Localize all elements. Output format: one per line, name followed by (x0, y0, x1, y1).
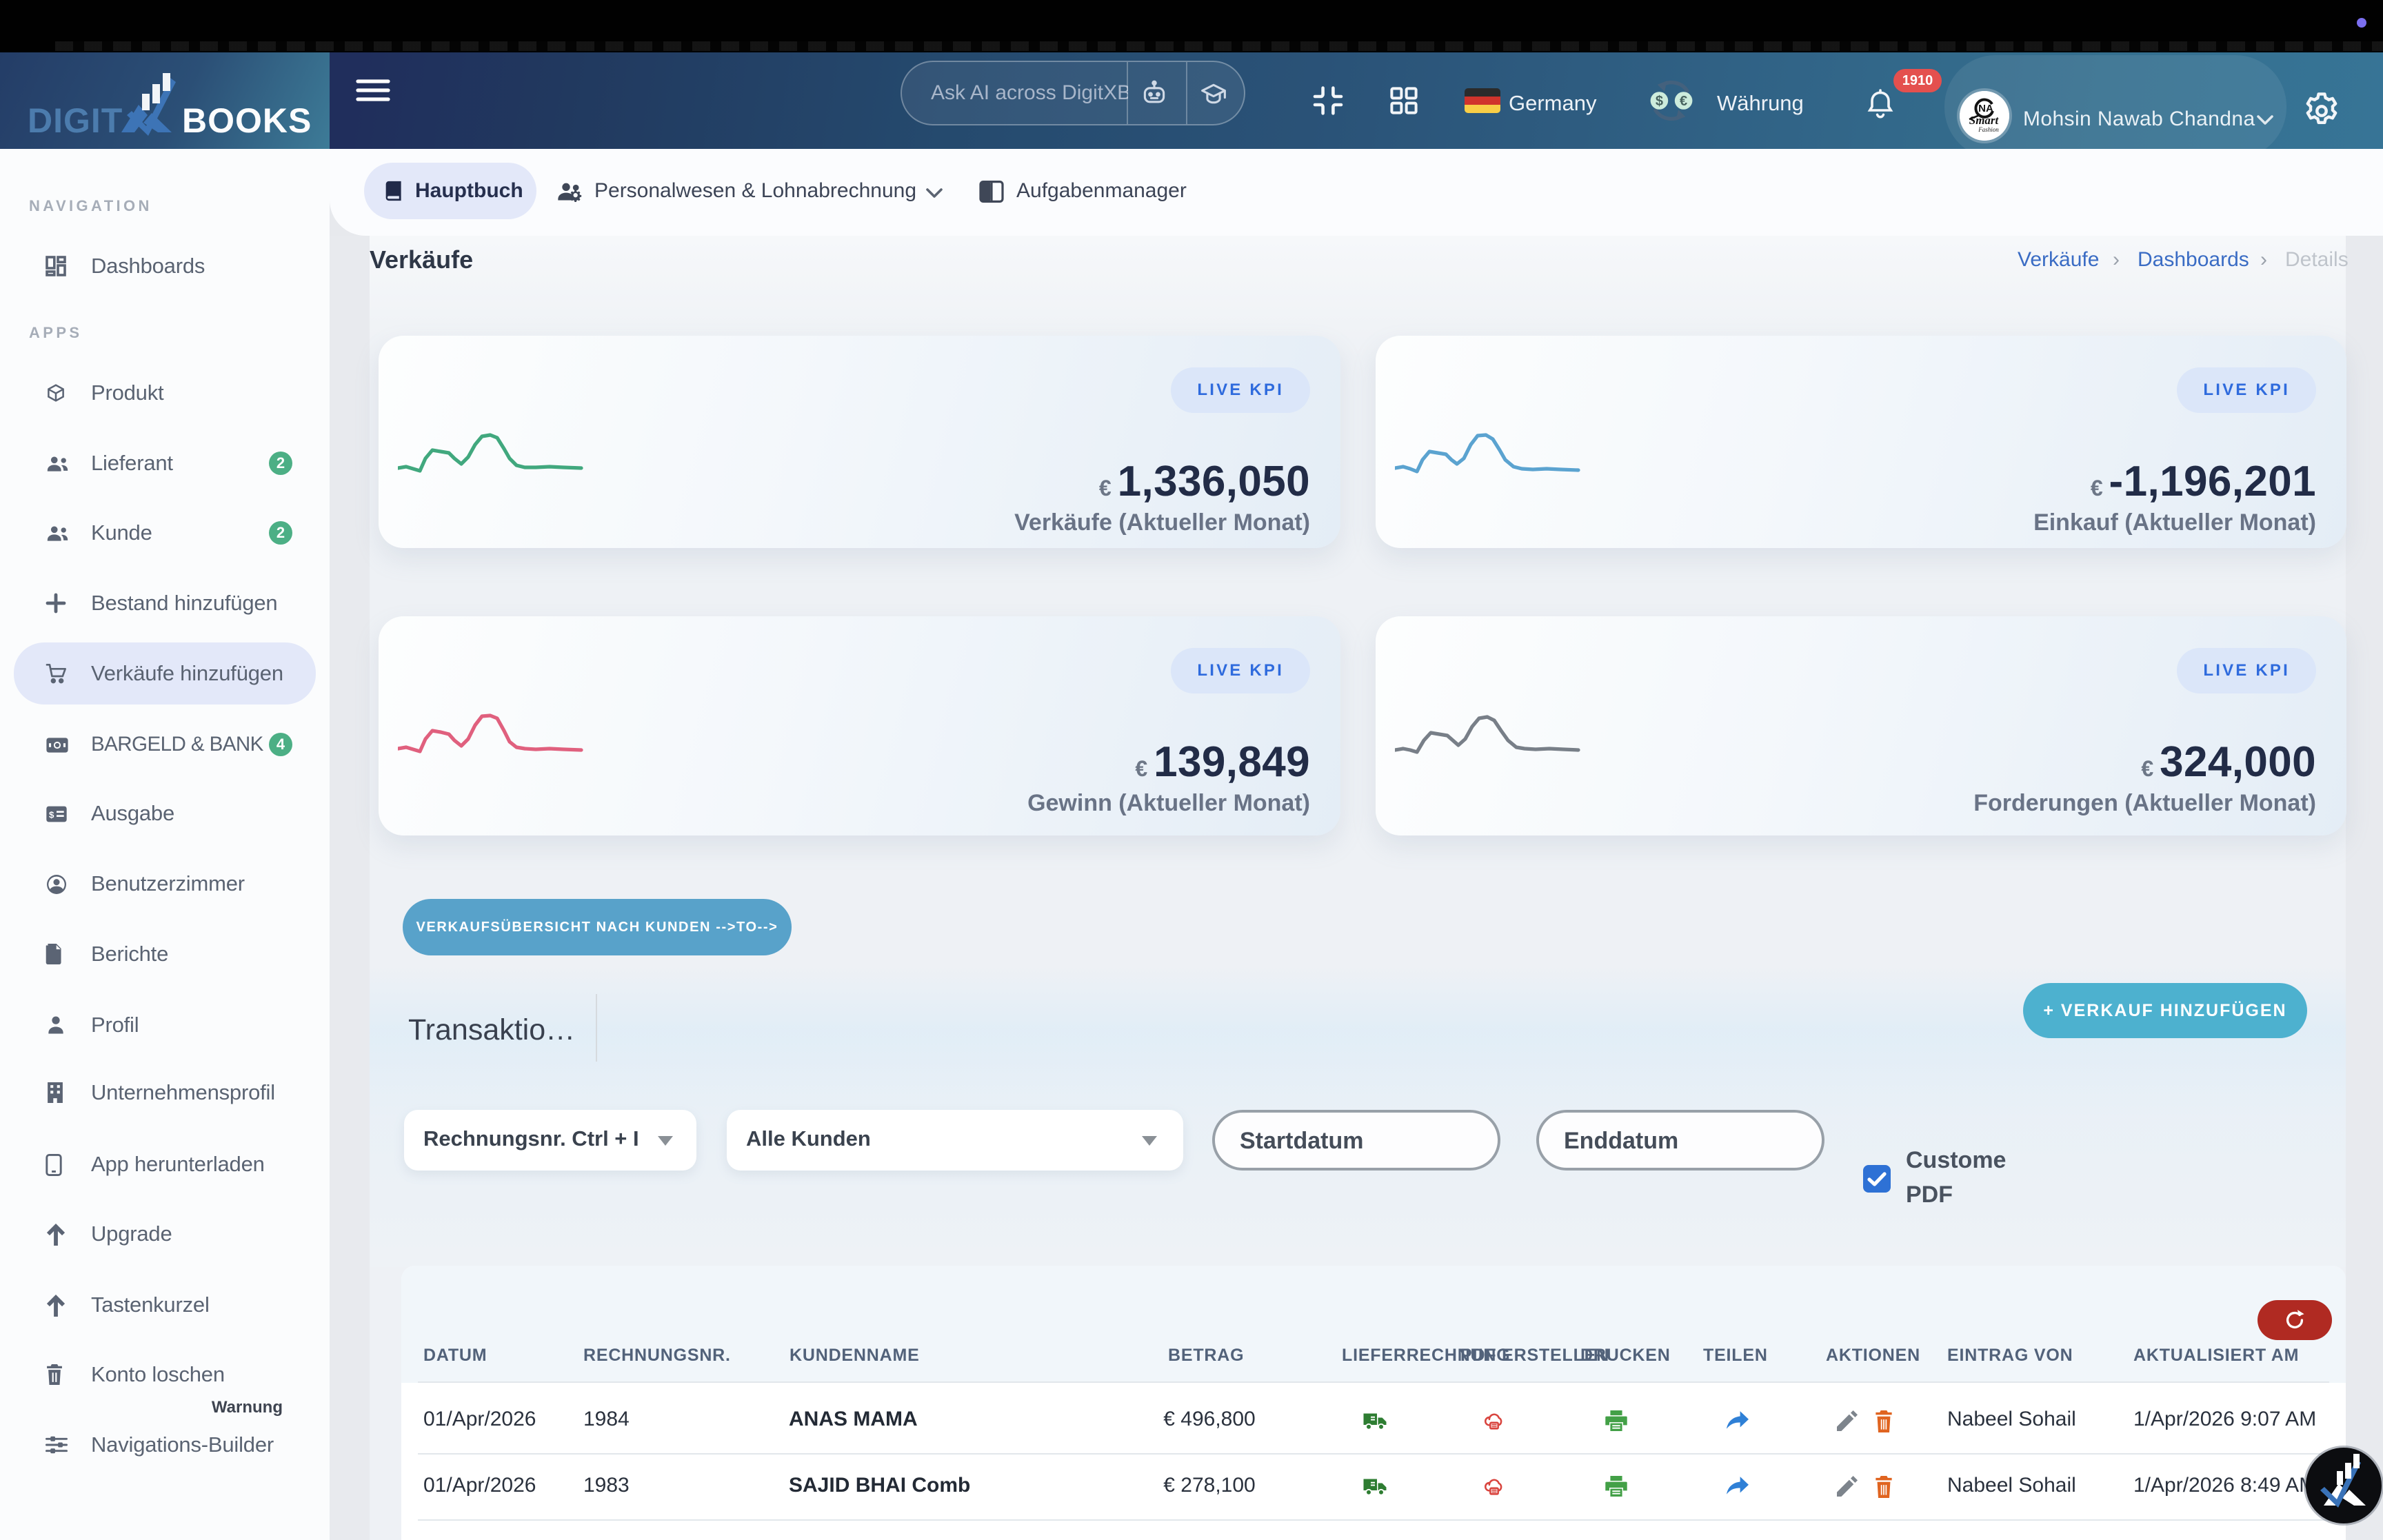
svg-text:Fashion: Fashion (1978, 126, 1999, 133)
svg-text:NA: NA (1978, 103, 1993, 114)
svg-text:DIGIT: DIGIT (28, 101, 123, 140)
svg-text:€: € (1680, 94, 1687, 109)
svg-text:$: $ (49, 809, 54, 820)
svg-text:Smart: Smart (1969, 114, 2000, 127)
svg-text:$: $ (1656, 94, 1663, 109)
svg-text:BOOKS: BOOKS (182, 101, 312, 140)
